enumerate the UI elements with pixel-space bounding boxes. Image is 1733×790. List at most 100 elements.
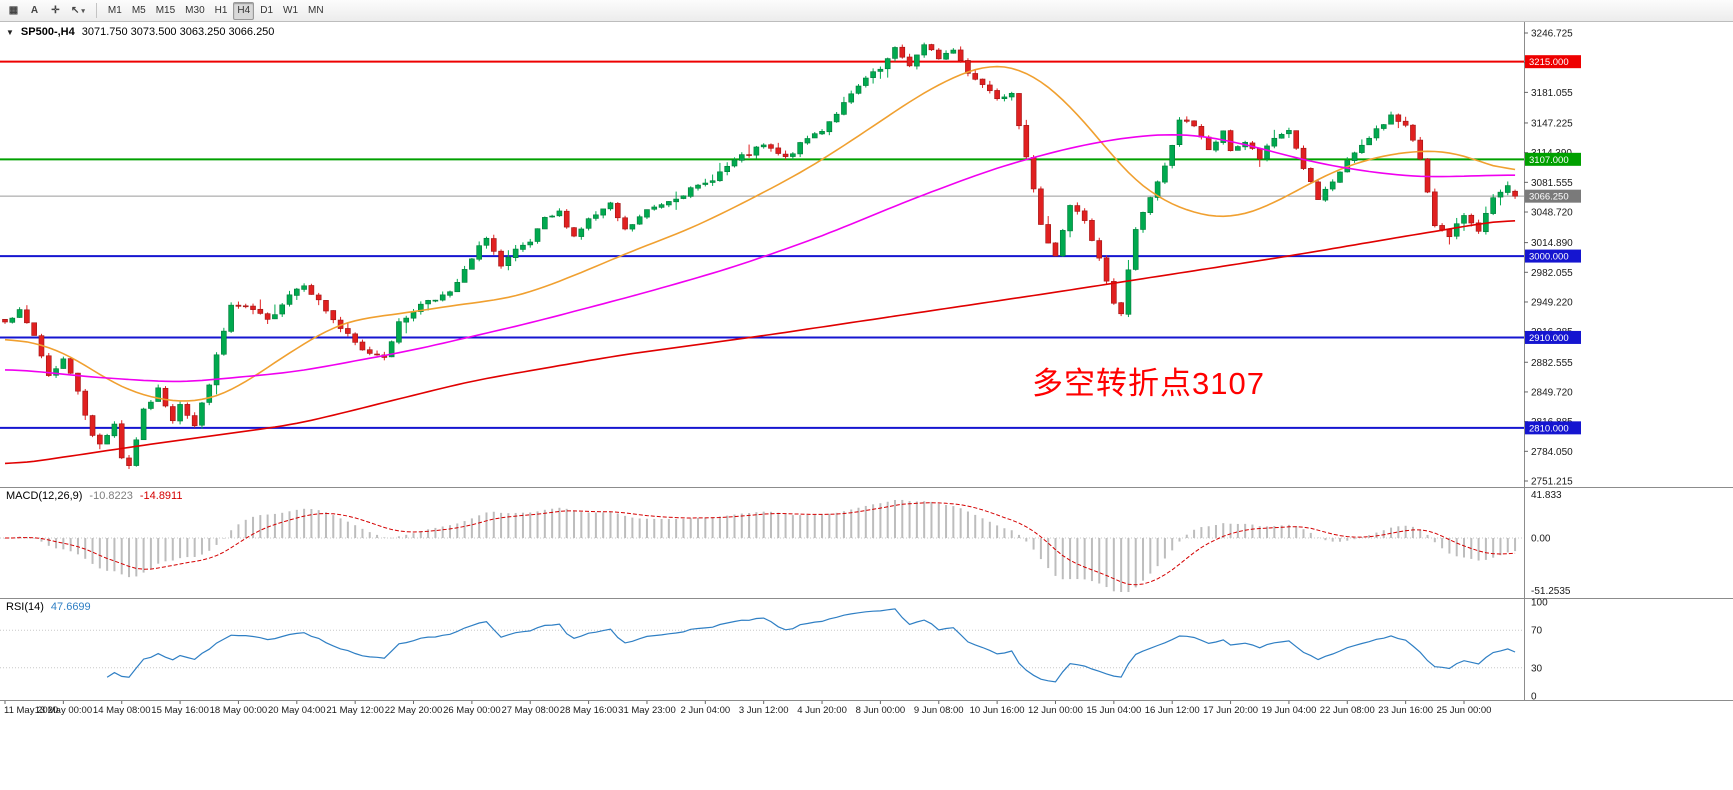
macd-bar <box>1441 538 1444 549</box>
macd-bar <box>769 511 772 539</box>
candle <box>811 132 818 139</box>
cursor-tool-button[interactable]: ↖ ▾ <box>67 2 89 20</box>
chart-annotation-text[interactable]: 多空转折点3107 <box>1032 366 1265 401</box>
candle-body <box>1453 223 1460 237</box>
candle <box>1490 194 1496 216</box>
macd-bar <box>609 512 612 539</box>
candle <box>264 312 271 324</box>
candle <box>797 141 803 158</box>
candle-body <box>753 146 760 156</box>
candle <box>366 346 373 356</box>
macd-bar <box>368 532 371 539</box>
candle-body <box>658 204 665 208</box>
time-axis-label: 17 Jun 20:00 <box>1203 705 1258 716</box>
macd-bar <box>945 504 948 539</box>
macd-bar <box>157 538 160 564</box>
candle <box>469 258 475 270</box>
chart-menu-arrow-icon[interactable]: ▼ <box>6 27 14 37</box>
ohlc-values: 3071.750 3073.500 3063.250 3066.250 <box>81 26 275 38</box>
macd-bar <box>485 512 488 539</box>
rsi-axis-label: 100 <box>1531 598 1548 609</box>
candle-body <box>286 294 293 305</box>
candle-body <box>928 44 935 51</box>
candle-body <box>1096 240 1103 259</box>
candle <box>695 183 701 191</box>
candle-body <box>155 387 161 402</box>
candle <box>323 300 329 314</box>
price-axis-label: 3081.555 <box>1531 178 1573 189</box>
timeframe-m15-button[interactable]: M15 <box>155 5 176 16</box>
candle <box>235 301 242 309</box>
macd-bar <box>711 517 714 539</box>
timeframe-h1-button[interactable]: H1 <box>214 5 228 16</box>
candle <box>790 152 796 160</box>
timeframe-w1-button[interactable]: W1 <box>283 5 299 16</box>
macd-bar <box>1200 527 1203 539</box>
candle-body <box>622 217 628 230</box>
macd-bar <box>558 507 561 539</box>
macd-bar <box>1214 525 1217 539</box>
timeframe-m30-button[interactable]: M30 <box>185 5 205 16</box>
macd-bar <box>1346 538 1349 541</box>
candle-body <box>439 294 446 301</box>
candle <box>1176 117 1183 147</box>
candle <box>1132 227 1139 271</box>
time-axis-label: 15 May 16:00 <box>151 705 209 716</box>
macd-bar <box>828 513 831 539</box>
candle-body <box>768 144 774 149</box>
macd-bar <box>726 515 729 539</box>
candle-body <box>1045 224 1051 244</box>
candle <box>16 307 23 318</box>
timeframe-h4-button[interactable]: H4 <box>233 1 255 20</box>
timeframe-m1-button[interactable]: M1 <box>107 5 122 16</box>
macd-bar <box>1090 538 1093 582</box>
timeframe-d1-button[interactable]: D1 <box>260 5 274 16</box>
candle <box>1337 171 1343 183</box>
macd-bar <box>893 499 896 539</box>
price-badge-value: 3215.000 <box>1529 57 1569 68</box>
time-axis-label: 22 Jun 08:00 <box>1320 705 1375 716</box>
timeframe-m5-button[interactable]: M5 <box>131 5 146 16</box>
axes-layer: 3246.7253213.8903181.0553147.2253114.390… <box>0 22 1733 716</box>
candle <box>651 204 658 211</box>
candle <box>257 299 264 315</box>
timeframe-mn-button[interactable]: MN <box>308 5 324 16</box>
macd-bar <box>128 538 131 578</box>
macd-bar <box>390 537 393 539</box>
candle <box>884 57 891 78</box>
macd-bar <box>492 511 495 539</box>
rsi-pane-label: RSI(14) 47.6699 <box>6 601 91 613</box>
candle <box>308 283 315 295</box>
price-axis-label: 3147.225 <box>1531 118 1573 129</box>
candle-body <box>1052 242 1059 257</box>
macd-bar <box>1477 538 1480 561</box>
candle <box>1315 179 1321 200</box>
time-axis-label: 20 May 04:00 <box>268 705 326 716</box>
candle-body <box>1030 157 1037 190</box>
candle <box>126 454 132 470</box>
crosshair-button[interactable]: ✛ <box>46 2 65 20</box>
candle <box>396 318 402 345</box>
candle-body <box>133 439 140 466</box>
candle-body <box>804 138 811 144</box>
candle <box>1264 143 1270 162</box>
candle <box>418 301 424 315</box>
candle-body <box>1417 139 1424 160</box>
candle <box>1147 196 1154 215</box>
candle-body <box>760 144 767 148</box>
candle <box>177 401 183 425</box>
macd-bar <box>675 519 678 539</box>
text-label-button[interactable]: A <box>25 2 44 20</box>
candle-body <box>425 300 431 305</box>
macd-bar <box>1105 538 1108 588</box>
rsi-axis-label: 30 <box>1531 663 1543 674</box>
candle-body <box>629 224 636 230</box>
candle <box>1432 188 1438 228</box>
macd-bar <box>1069 538 1072 580</box>
candle <box>1278 132 1285 139</box>
chart-grid-button[interactable]: ▦ <box>4 2 23 20</box>
candle-body <box>1023 125 1030 158</box>
candle <box>140 407 147 441</box>
macd-bar <box>186 538 189 558</box>
